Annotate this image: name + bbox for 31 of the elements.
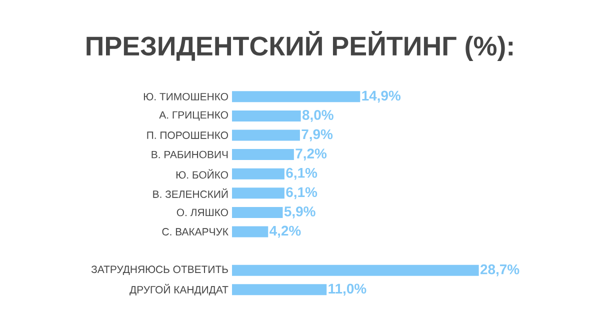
bar xyxy=(232,188,284,199)
bar xyxy=(232,130,300,141)
data-label: 7,2% xyxy=(296,148,327,160)
data-label: 14,9% xyxy=(362,90,401,103)
data-label: 5,9% xyxy=(284,206,316,218)
data-label: 7,9% xyxy=(302,129,333,142)
y-tick-label: В. РАБИНОВИЧ xyxy=(152,150,228,158)
data-label: 4,2% xyxy=(270,226,301,238)
data-label: 6,1% xyxy=(286,168,318,180)
y-tick-label: ДРУГОЙ КАНДИДАТ xyxy=(130,284,228,296)
data-label: 28,7% xyxy=(480,264,520,276)
data-label: 6,1% xyxy=(286,187,318,200)
y-tick-label: П. ПОРОШЕНКО xyxy=(147,132,228,139)
bar xyxy=(232,226,268,238)
bar xyxy=(232,91,360,102)
bar xyxy=(232,264,479,276)
y-tick-label: С. ВАКАРЧУК xyxy=(162,228,228,236)
bar xyxy=(232,149,294,160)
y-tick-label: Ю. БОЙКО xyxy=(176,169,228,179)
chart-title: ПРЕЗИДЕНТСКИЙ РЕЙТИНГ (%): xyxy=(86,31,513,61)
bar xyxy=(232,110,301,122)
y-tick-label: А. ГРИЦЕНКО xyxy=(159,111,228,121)
y-tick-label: В. ЗЕЛЕНСКИЙ xyxy=(153,188,228,198)
bar xyxy=(232,206,283,218)
bar xyxy=(232,284,327,296)
data-label: 8,0% xyxy=(302,110,334,122)
y-tick-label: ЗАТРУДНЯЮСЬ ОТВЕТИТЬ xyxy=(91,266,228,276)
y-tick-label: О. ЛЯШКО xyxy=(176,208,228,216)
bar xyxy=(232,168,284,180)
data-label: 11,0% xyxy=(328,284,366,296)
y-tick-label: Ю. ТИМОШЕНКО xyxy=(144,92,228,100)
